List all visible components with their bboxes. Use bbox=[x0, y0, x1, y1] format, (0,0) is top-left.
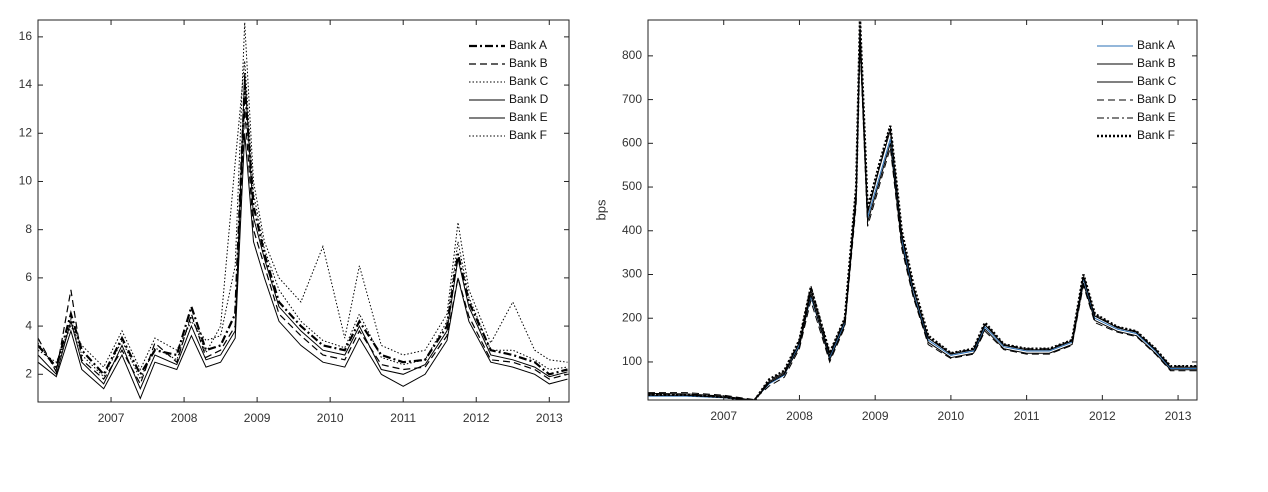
legend-label: Bank D bbox=[1137, 92, 1177, 106]
legend-label: Bank B bbox=[1137, 56, 1176, 70]
plot-area bbox=[38, 22, 568, 400]
x-tick-label: 2011 bbox=[1014, 409, 1040, 423]
series-line bbox=[648, 25, 1197, 400]
legend-label: Bank A bbox=[509, 38, 547, 52]
x-tick-label: 2013 bbox=[536, 411, 563, 425]
x-tick-label: 2008 bbox=[171, 411, 198, 425]
y-tick-label: 10 bbox=[19, 174, 33, 188]
legend-label: Bank D bbox=[509, 92, 549, 106]
series-line bbox=[38, 109, 568, 386]
series-line bbox=[38, 85, 568, 377]
y-tick-label: 4 bbox=[25, 318, 32, 332]
y-tick-label: 700 bbox=[622, 92, 642, 106]
series-line bbox=[648, 33, 1197, 400]
series-line bbox=[38, 22, 568, 371]
x-tick-label: 2013 bbox=[1165, 409, 1192, 423]
x-tick-label: 2011 bbox=[390, 411, 416, 425]
y-tick-label: 800 bbox=[622, 48, 642, 62]
legend-label: Bank F bbox=[509, 128, 547, 142]
legend-label: Bank C bbox=[1137, 74, 1177, 88]
y-tick-label: 2 bbox=[25, 366, 32, 380]
x-tick-label: 2007 bbox=[710, 409, 737, 423]
y-tick-label: 8 bbox=[25, 222, 32, 236]
y-tick-label: 12 bbox=[19, 125, 33, 139]
x-tick-label: 2012 bbox=[1089, 409, 1116, 423]
y-tick-label: 200 bbox=[622, 310, 642, 324]
x-tick-label: 2008 bbox=[786, 409, 813, 423]
y-tick-label: 6 bbox=[25, 270, 32, 284]
legend-label: Bank E bbox=[1137, 110, 1176, 124]
y-tick-label: 500 bbox=[622, 179, 642, 193]
y-tick-label: 600 bbox=[622, 135, 642, 149]
y-axis-label: bps bbox=[593, 199, 608, 220]
plot-area bbox=[648, 20, 1197, 400]
y-tick-label: 400 bbox=[622, 223, 642, 237]
y-tick-label: 14 bbox=[19, 77, 33, 91]
series-line bbox=[648, 38, 1197, 400]
legend-label: Bank A bbox=[1137, 38, 1175, 52]
series-line bbox=[648, 29, 1197, 400]
series-line bbox=[648, 42, 1197, 400]
x-tick-label: 2009 bbox=[244, 411, 271, 425]
legend-label: Bank E bbox=[509, 110, 548, 124]
axes-box bbox=[647, 19, 1198, 401]
x-tick-label: 2010 bbox=[317, 411, 344, 425]
series-line bbox=[38, 60, 568, 381]
series-line bbox=[648, 20, 1197, 400]
x-tick-label: 2009 bbox=[862, 409, 889, 423]
axes-box bbox=[37, 19, 570, 403]
legend-label: Bank B bbox=[509, 56, 548, 70]
legend-label: Bank F bbox=[1137, 128, 1175, 142]
y-tick-label: 100 bbox=[622, 354, 642, 368]
y-tick-label: 300 bbox=[622, 267, 642, 281]
series-line bbox=[38, 72, 568, 390]
y-tick-label: 16 bbox=[19, 29, 33, 43]
legend-label: Bank C bbox=[509, 74, 549, 88]
x-tick-label: 2012 bbox=[463, 411, 490, 425]
x-tick-label: 2007 bbox=[98, 411, 125, 425]
x-tick-label: 2010 bbox=[938, 409, 965, 423]
series-line bbox=[38, 133, 568, 400]
